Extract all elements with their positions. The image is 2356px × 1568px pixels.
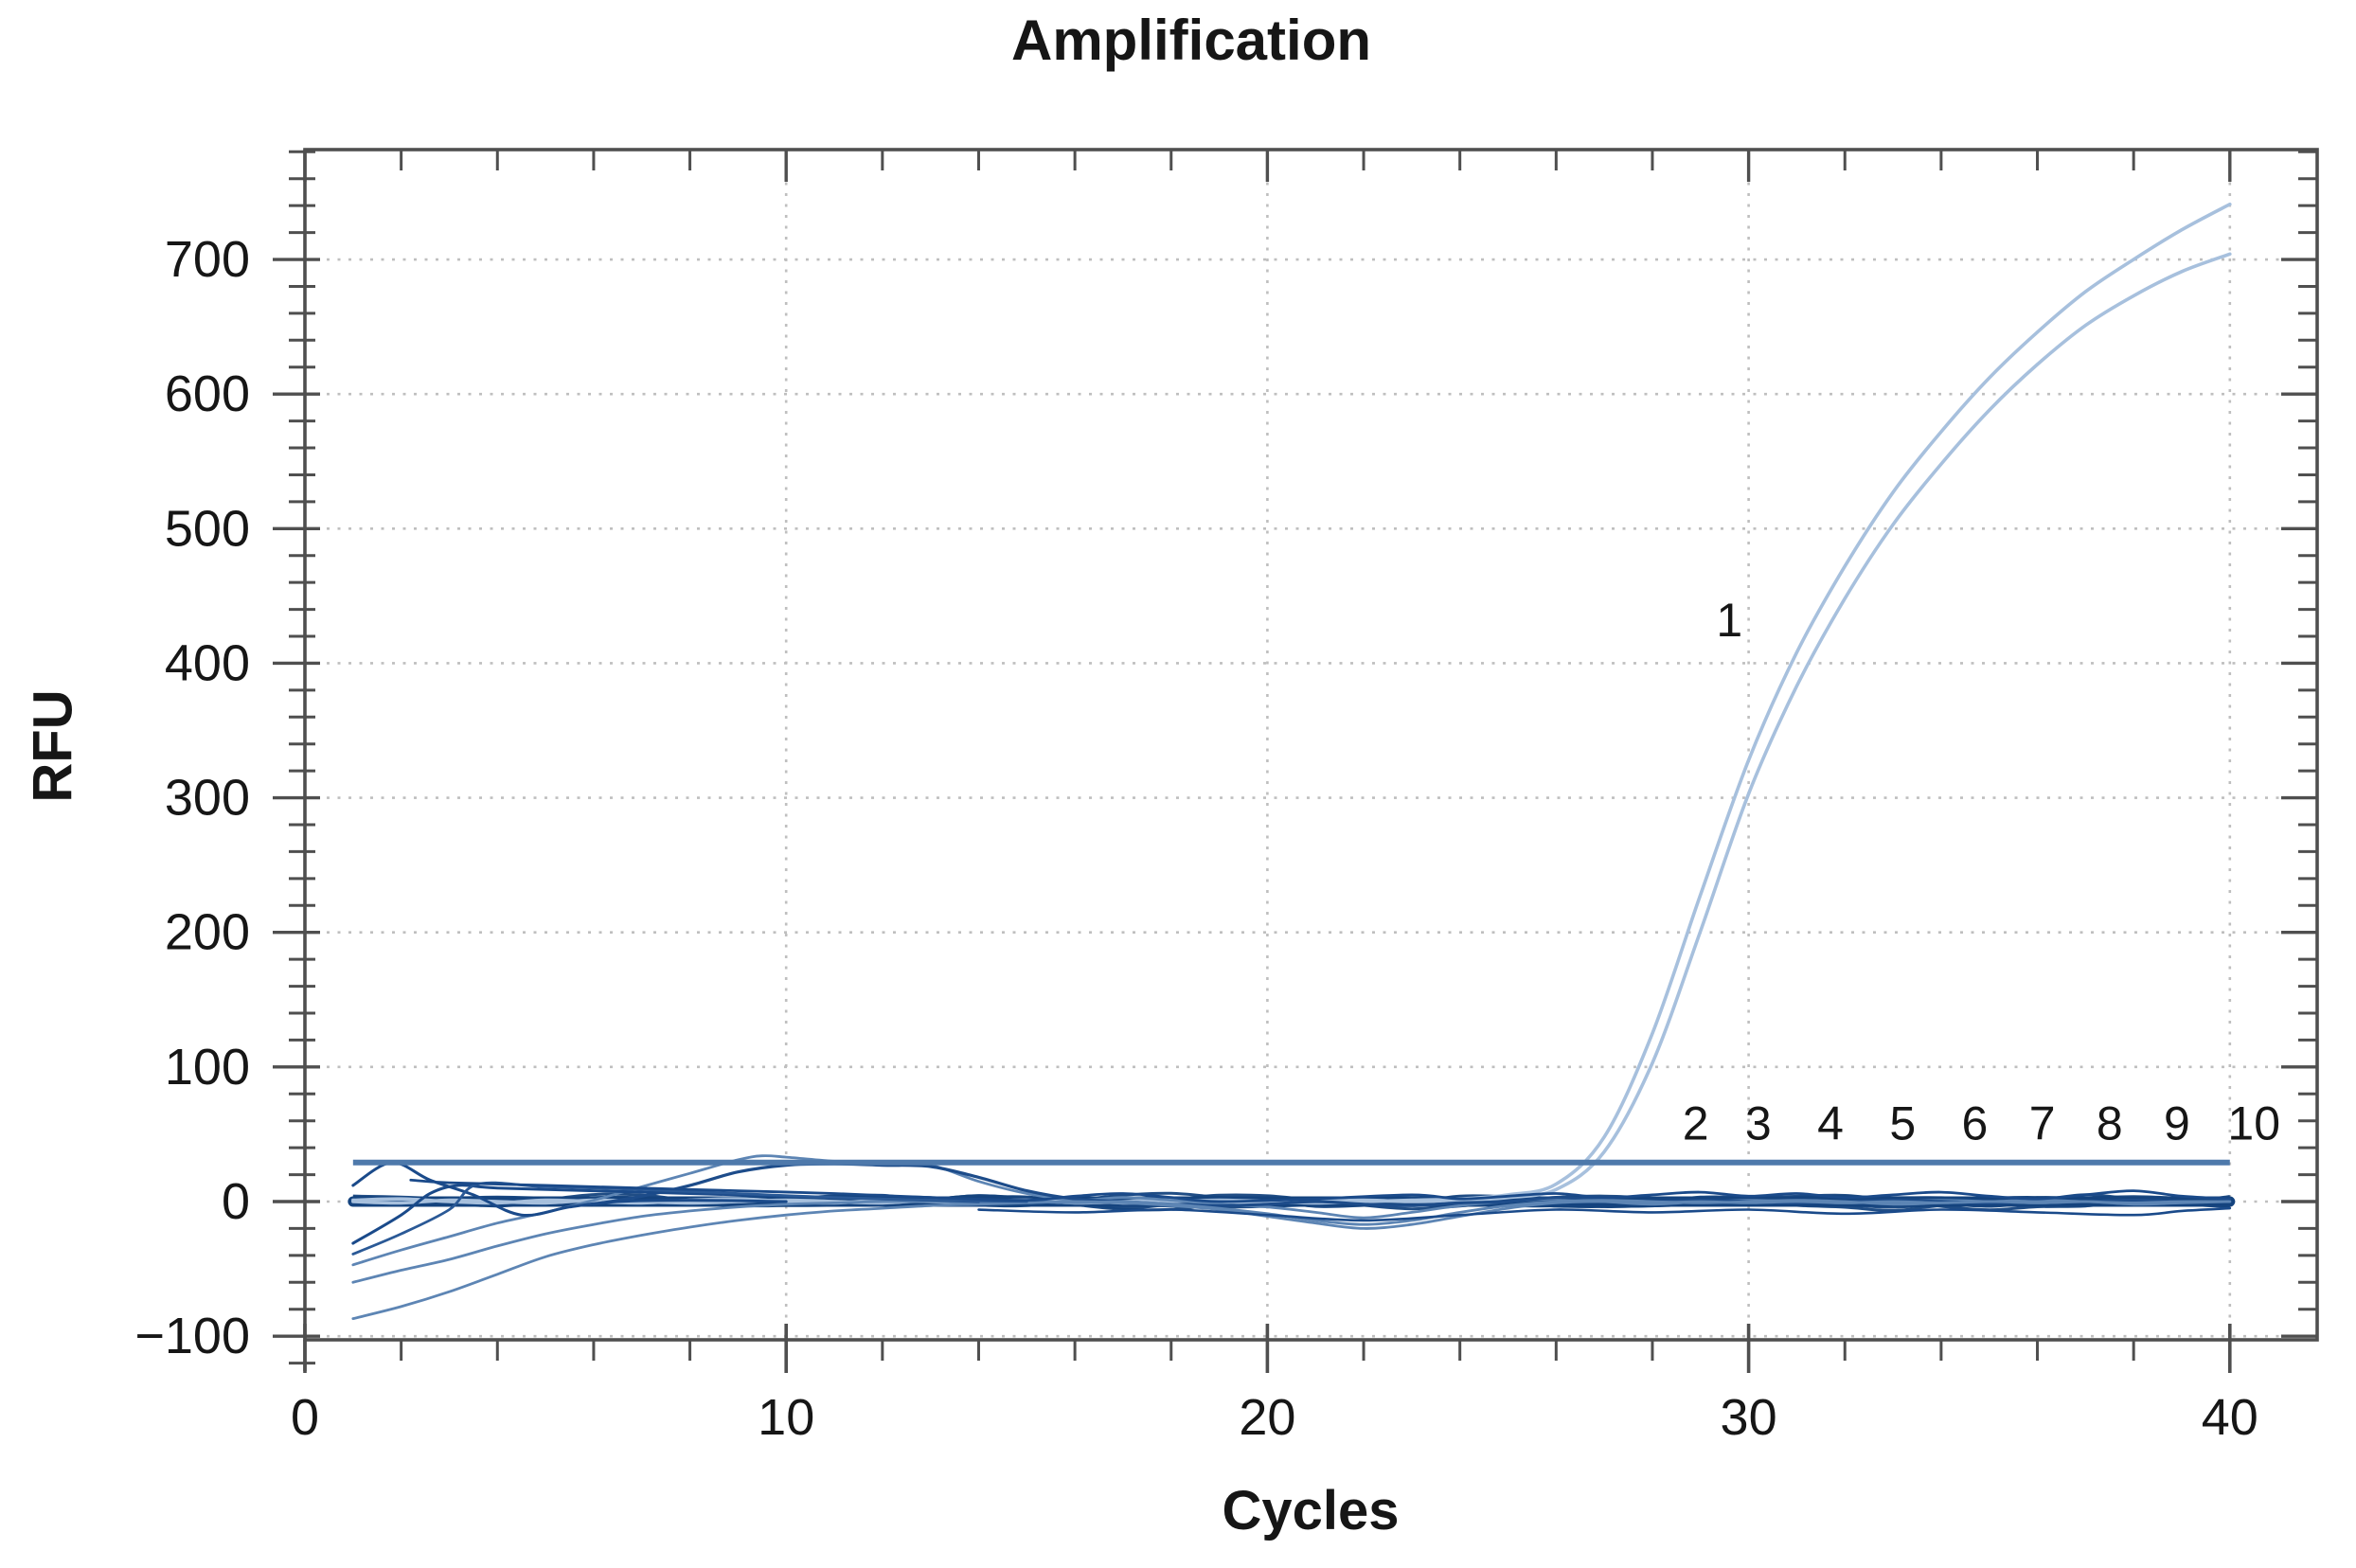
x-tick-label-20: 20 <box>1239 1389 1295 1446</box>
x-tick-label-10: 10 <box>758 1389 814 1446</box>
y-axis-title: RFU <box>22 689 84 803</box>
trace-well-1-replicate-a <box>351 202 2232 1205</box>
trace-label-5: 5 <box>1889 1097 1916 1150</box>
trace-label-9: 9 <box>2164 1097 2190 1150</box>
trace-label-7: 7 <box>2029 1097 2056 1150</box>
y-tick-label-400: 400 <box>165 634 250 691</box>
y-tick-label--100: −100 <box>134 1308 250 1364</box>
y-tick-label-0: 0 <box>222 1173 250 1230</box>
x-tick-label-30: 30 <box>1721 1389 1777 1446</box>
trace-label-8: 8 <box>2097 1097 2123 1150</box>
trace-well-1-replicate-b <box>351 252 2232 1205</box>
trace-baseline-drift-slow-1 <box>351 1199 2232 1284</box>
y-tick-label-300: 300 <box>165 770 250 827</box>
y-tick-label-700: 700 <box>165 231 250 288</box>
trace-baseline-drift-slow-2 <box>351 1200 2232 1321</box>
x-tick-label-0: 0 <box>291 1389 319 1446</box>
y-tick-label-600: 600 <box>165 365 250 422</box>
trace-lower-fringe <box>977 1206 2232 1222</box>
y-tick-label-200: 200 <box>165 904 250 961</box>
trace-label-1: 1 <box>1716 594 1742 647</box>
x-tick-label-40: 40 <box>2202 1389 2258 1446</box>
trace-label-4: 4 <box>1817 1097 1844 1150</box>
y-tick-label-100: 100 <box>165 1039 250 1096</box>
trace-label-6: 6 <box>1962 1097 1989 1150</box>
x-axis-title: Cycles <box>1222 1480 1400 1541</box>
trace-label-3: 3 <box>1745 1097 1772 1150</box>
trace-label-10: 10 <box>2227 1097 2280 1150</box>
trace-early-spike <box>351 1161 788 1218</box>
trace-upper-fringe <box>409 1178 2232 1203</box>
y-tick-label-500: 500 <box>165 500 250 557</box>
trace-label-2: 2 <box>1683 1097 1709 1150</box>
chart-title: Amplification <box>1010 9 1372 72</box>
